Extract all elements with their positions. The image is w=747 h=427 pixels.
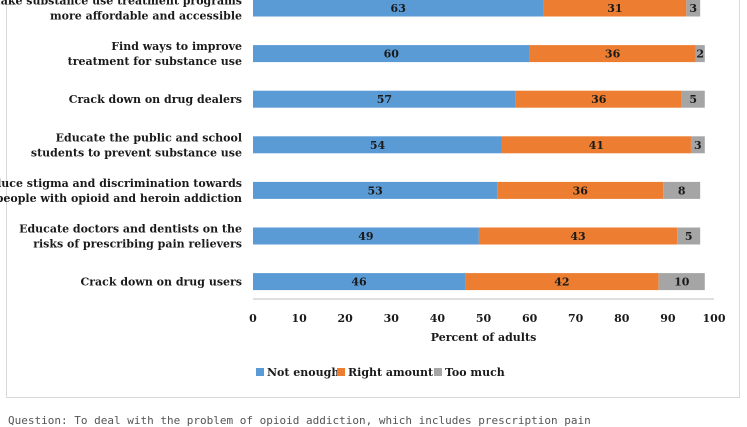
bar-too-much — [677, 227, 701, 245]
data-label: 36 — [605, 48, 621, 61]
x-axis-title: Percent of adults — [431, 331, 537, 344]
legend-swatch — [434, 368, 442, 376]
category-label: Educate doctors and dentists on the risks… — [19, 223, 242, 251]
x-tick-label: 10 — [291, 312, 307, 325]
bar-not-enough — [253, 273, 466, 291]
x-tick-label: 0 — [249, 312, 257, 325]
data-label: 36 — [591, 93, 607, 106]
data-label: 60 — [384, 48, 400, 61]
x-tick-label: 60 — [522, 312, 538, 325]
bar-not-enough — [253, 0, 544, 17]
x-tick-label: 70 — [568, 312, 584, 325]
data-label: 43 — [570, 230, 585, 243]
data-label: 10 — [674, 276, 690, 289]
data-label: 3 — [694, 139, 702, 152]
category-label: Educate the public and school students to… — [31, 131, 242, 159]
chart-frame — [6, 0, 740, 398]
x-tick-label: 30 — [384, 312, 400, 325]
legend-swatch — [256, 368, 264, 376]
legend-label: Not enough — [267, 366, 339, 379]
bar-too-much — [695, 45, 705, 63]
data-label: 42 — [554, 276, 569, 289]
data-label: 46 — [351, 276, 367, 289]
bar-not-enough — [253, 136, 502, 154]
category-label: Crack down on drug users — [81, 276, 243, 289]
data-label: 41 — [589, 139, 604, 152]
x-tick-label: 50 — [476, 312, 492, 325]
x-tick-label: 90 — [660, 312, 676, 325]
question-caption: Question: To deal with the problem of op… — [8, 414, 591, 427]
category-label: Crack down on drug dealers — [69, 93, 242, 106]
data-label: 53 — [368, 184, 383, 197]
bar-right-amount — [529, 45, 696, 63]
data-label: 36 — [573, 184, 589, 197]
bar-too-much — [663, 181, 701, 199]
x-tick-label: 20 — [338, 312, 354, 325]
category-label: Find ways to improve treatment for substa… — [68, 40, 242, 68]
bar-right-amount — [497, 181, 664, 199]
x-tick-label: 40 — [430, 312, 446, 325]
legend-label: Right amount — [348, 366, 434, 379]
bar-too-much — [658, 273, 705, 291]
data-label: 2 — [696, 48, 704, 61]
legend-swatch — [337, 368, 345, 376]
bar-right-amount — [478, 227, 678, 245]
bar-too-much — [686, 0, 701, 17]
data-label: 63 — [391, 2, 406, 15]
legend-label: Too much — [445, 366, 505, 379]
data-label: 8 — [678, 184, 686, 197]
category-label: Reduce stigma and discrimination towards… — [0, 177, 242, 205]
x-tick-label: 100 — [703, 312, 726, 325]
data-label: 5 — [685, 230, 693, 243]
bar-not-enough — [253, 90, 516, 108]
data-label: 5 — [689, 93, 697, 106]
stacked-bar-chart: Make substance use treatment programs mor… — [0, 0, 726, 379]
bar-not-enough — [253, 45, 530, 63]
data-label: 54 — [370, 139, 386, 152]
data-label: 31 — [607, 2, 622, 15]
bar-right-amount — [465, 273, 659, 291]
x-tick-label: 80 — [614, 312, 630, 325]
bar-not-enough — [253, 181, 498, 199]
bar-right-amount — [501, 136, 691, 154]
bar-right-amount — [543, 0, 687, 17]
bar-too-much — [690, 136, 705, 154]
data-label: 49 — [358, 230, 373, 243]
category-label: Make substance use treatment programs mor… — [0, 0, 242, 23]
data-label: 3 — [689, 2, 697, 15]
data-label: 57 — [377, 93, 392, 106]
bar-right-amount — [515, 90, 682, 108]
bar-too-much — [681, 90, 705, 108]
bar-not-enough — [253, 227, 479, 245]
